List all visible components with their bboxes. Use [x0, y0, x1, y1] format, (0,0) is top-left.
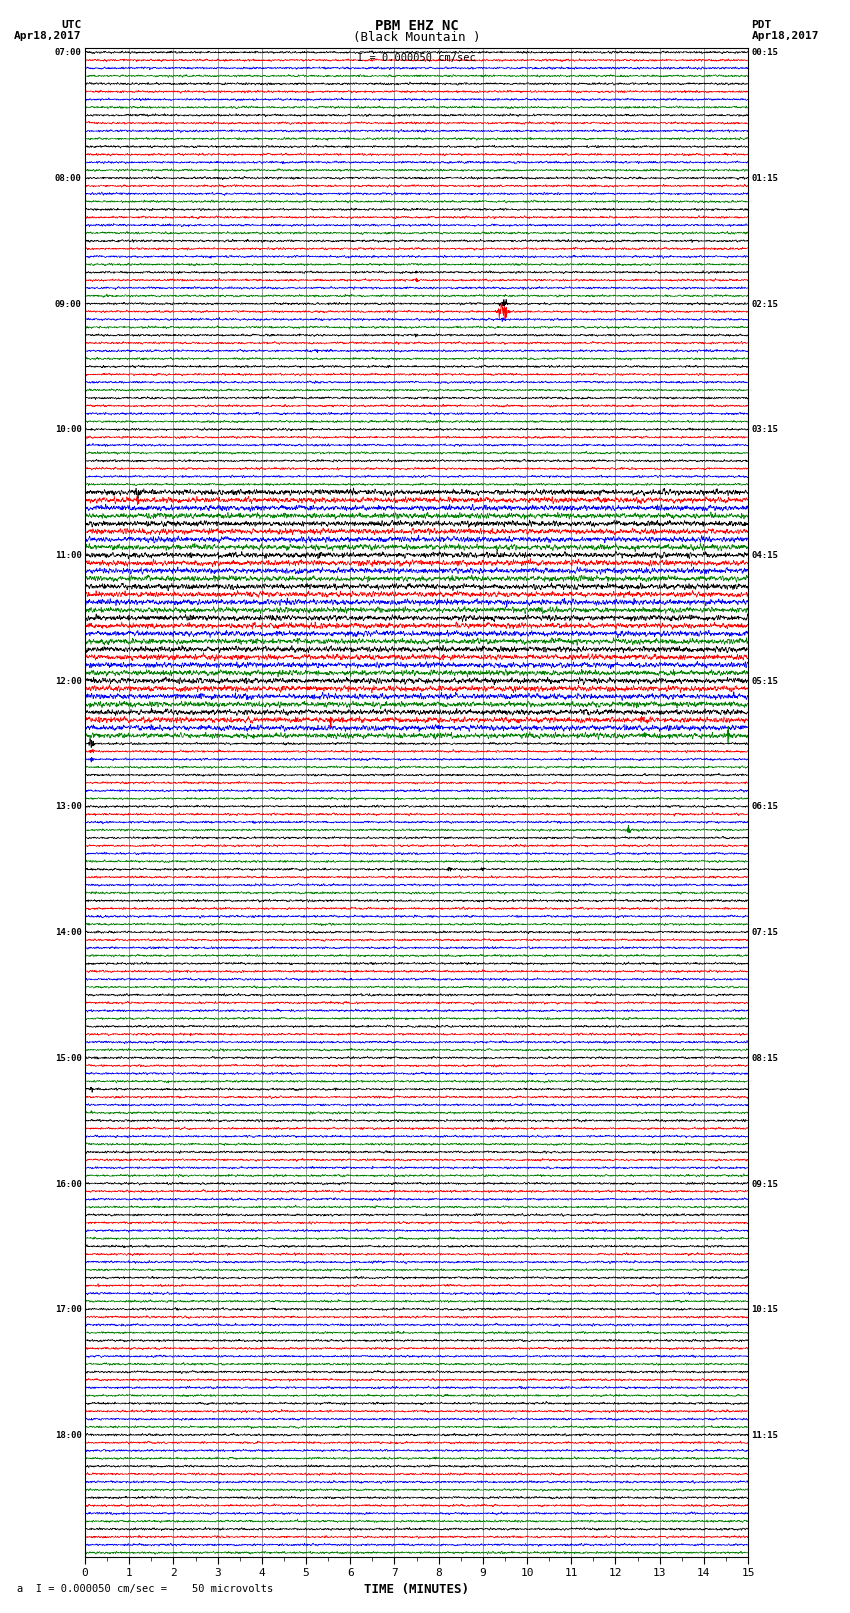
Text: 10:00: 10:00: [54, 426, 82, 434]
Text: UTC: UTC: [61, 21, 82, 31]
Text: 08:00: 08:00: [54, 174, 82, 182]
Text: 18:00: 18:00: [54, 1431, 82, 1440]
Text: 00:15: 00:15: [751, 48, 779, 58]
Text: 15:00: 15:00: [54, 1053, 82, 1063]
Text: 07:00: 07:00: [54, 48, 82, 58]
Text: 08:15: 08:15: [751, 1053, 779, 1063]
Text: 06:15: 06:15: [751, 802, 779, 811]
Text: 11:00: 11:00: [54, 552, 82, 560]
Text: PBM EHZ NC: PBM EHZ NC: [375, 19, 458, 34]
X-axis label: TIME (MINUTES): TIME (MINUTES): [364, 1582, 469, 1595]
Text: PDT: PDT: [751, 21, 772, 31]
Text: 11:15: 11:15: [751, 1431, 779, 1440]
Text: Apr18,2017: Apr18,2017: [14, 31, 82, 40]
Text: 03:15: 03:15: [751, 426, 779, 434]
Text: 01:15: 01:15: [751, 174, 779, 182]
Text: 04:15: 04:15: [751, 552, 779, 560]
Text: 13:00: 13:00: [54, 802, 82, 811]
Text: 12:00: 12:00: [54, 677, 82, 686]
Text: I = 0.000050 cm/sec: I = 0.000050 cm/sec: [357, 53, 476, 63]
Text: 10:15: 10:15: [751, 1305, 779, 1315]
Text: 09:15: 09:15: [751, 1179, 779, 1189]
Text: 14:00: 14:00: [54, 927, 82, 937]
Text: 09:00: 09:00: [54, 300, 82, 308]
Text: 17:00: 17:00: [54, 1305, 82, 1315]
Text: 02:15: 02:15: [751, 300, 779, 308]
Text: 16:00: 16:00: [54, 1179, 82, 1189]
Text: 07:15: 07:15: [751, 927, 779, 937]
Text: (Black Mountain ): (Black Mountain ): [353, 31, 480, 44]
Text: Apr18,2017: Apr18,2017: [751, 31, 819, 40]
Text: 05:15: 05:15: [751, 677, 779, 686]
Text: a  I = 0.000050 cm/sec =    50 microvolts: a I = 0.000050 cm/sec = 50 microvolts: [17, 1584, 273, 1594]
